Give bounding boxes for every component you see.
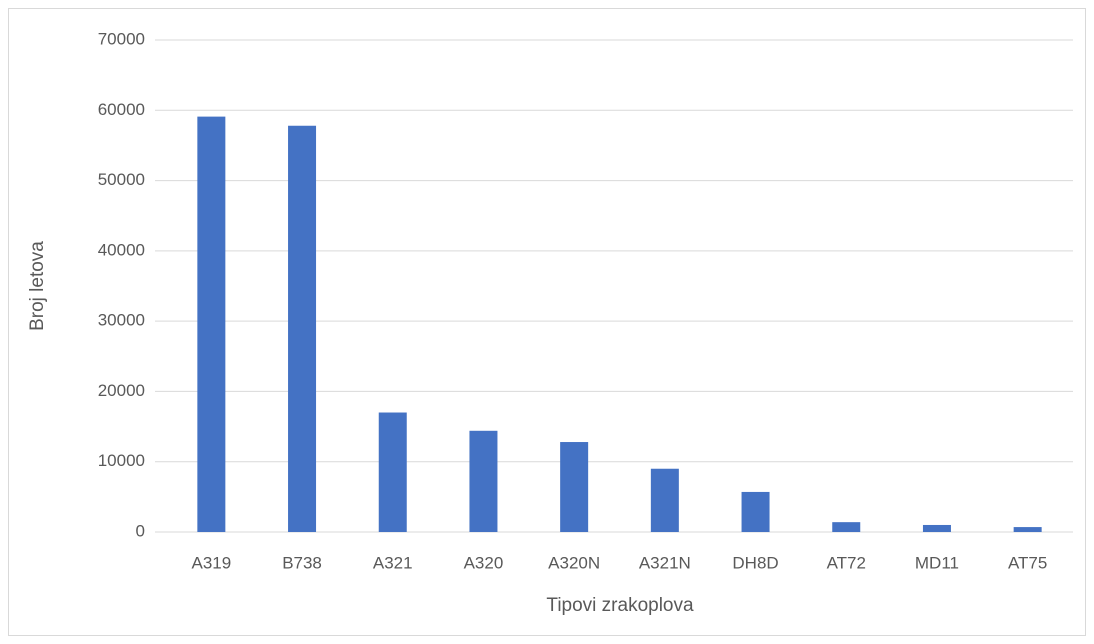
bar [650,468,679,532]
y-tick-label: 50000 [98,170,145,189]
y-tick-label: 60000 [98,100,145,119]
x-tick-label: A319 [191,553,231,572]
y-tick-label: 0 [136,521,145,540]
bar [741,491,770,532]
x-tick-label: A320 [464,553,504,572]
bar [288,125,317,533]
bar [378,412,407,532]
bar [922,524,951,532]
x-tick-label: DH8D [732,553,778,572]
bar [469,430,498,532]
x-tick-label: A321N [639,553,691,572]
x-tick-label: AT72 [827,553,866,572]
x-tick-label: A321 [373,553,413,572]
y-axis-title: Broj letova [27,241,48,331]
x-tick-label: A320N [548,553,600,572]
bar [1013,527,1042,532]
y-tick-label: 10000 [98,451,145,470]
x-tick-label: B738 [282,553,322,572]
bar [832,522,861,532]
x-tick-label: AT75 [1008,553,1047,572]
y-tick-label: 40000 [98,240,145,259]
x-axis-title: Tipovi zrakoplova [546,595,694,616]
bar [197,116,226,533]
y-tick-label: 20000 [98,381,145,400]
y-tick-label: 70000 [98,29,145,48]
bar [560,442,589,532]
x-tick-label: MD11 [915,553,959,572]
y-tick-label: 30000 [98,311,145,330]
chart-border [8,8,1086,636]
